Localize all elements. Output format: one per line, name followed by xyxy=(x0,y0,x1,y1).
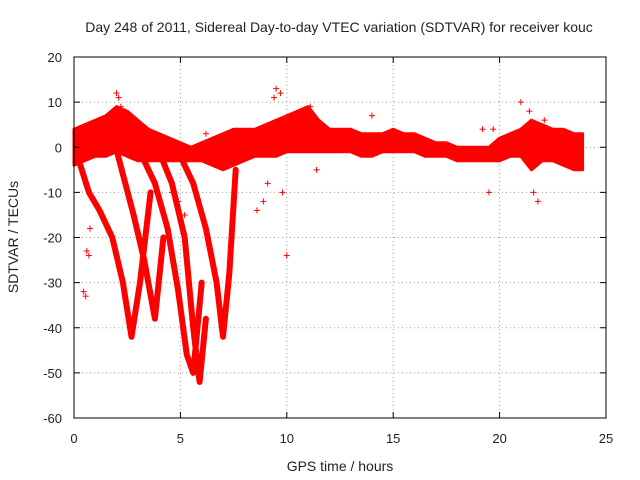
grid xyxy=(74,57,606,418)
data-point xyxy=(117,103,124,110)
y-tick-label: -10 xyxy=(43,185,62,200)
x-axis-title: GPS time / hours xyxy=(287,458,394,474)
data-point xyxy=(264,180,271,187)
data-point xyxy=(113,90,120,97)
x-tick-label: 15 xyxy=(386,431,400,446)
y-tick-label: -50 xyxy=(43,366,62,381)
data-points xyxy=(80,85,548,300)
data-point xyxy=(283,252,290,259)
data-point xyxy=(202,130,209,137)
chart-title: Day 248 of 2011, Sidereal Day-to-day VTE… xyxy=(85,19,593,35)
y-tick-label: -20 xyxy=(43,231,62,246)
data-band xyxy=(72,105,585,172)
data-point xyxy=(485,189,492,196)
y-tick-label: 10 xyxy=(48,95,62,110)
x-tick-label: 5 xyxy=(177,431,184,446)
data-point xyxy=(517,99,524,106)
y-tick-label: 0 xyxy=(55,140,62,155)
dip-arc-dip-2 xyxy=(109,130,167,322)
data-point xyxy=(530,189,537,196)
y-tick-label: 20 xyxy=(48,50,62,65)
data-point xyxy=(490,126,497,133)
y-tick-label: -30 xyxy=(43,276,62,291)
data-point xyxy=(85,252,92,259)
x-tick-label: 20 xyxy=(492,431,506,446)
data-point xyxy=(541,117,548,124)
data-point xyxy=(82,293,89,300)
plot-border xyxy=(73,56,607,419)
x-tick-label: 0 xyxy=(70,431,77,446)
data-point xyxy=(168,189,175,196)
data-point xyxy=(307,103,314,110)
y-tick-label: -60 xyxy=(43,411,62,426)
data-point xyxy=(80,288,87,295)
data-point xyxy=(175,198,182,205)
dip-arc-dip-5 xyxy=(177,153,239,340)
y-axis-title: SDTVAR / TECUs xyxy=(5,181,21,293)
data-point xyxy=(368,112,375,119)
data-point xyxy=(479,126,486,133)
data-point xyxy=(181,211,188,218)
data-point xyxy=(313,166,320,173)
data-point xyxy=(273,85,280,92)
data-point xyxy=(526,108,533,115)
dip-arc-dip-4 xyxy=(156,148,209,385)
data-point xyxy=(271,94,278,101)
y-tick-label: -40 xyxy=(43,321,62,336)
data-point xyxy=(83,248,90,255)
data-point xyxy=(534,198,541,205)
band-area xyxy=(72,105,585,172)
dip-arc-dip-1 xyxy=(77,162,154,340)
data-dips xyxy=(77,130,239,385)
data-point xyxy=(86,225,93,232)
dip-arc-dip-3 xyxy=(139,153,205,376)
axis-ticks: 0 5 10 15 20 25 -60 -50 -40 -30 -20 -10 0 10 20 xyxy=(43,50,613,446)
x-tick-label: 25 xyxy=(599,431,613,446)
data-point xyxy=(277,90,284,97)
data-point xyxy=(260,198,267,205)
data-point xyxy=(115,94,122,101)
data-point xyxy=(254,207,261,214)
data-point xyxy=(279,189,286,196)
x-tick-label: 10 xyxy=(280,431,294,446)
